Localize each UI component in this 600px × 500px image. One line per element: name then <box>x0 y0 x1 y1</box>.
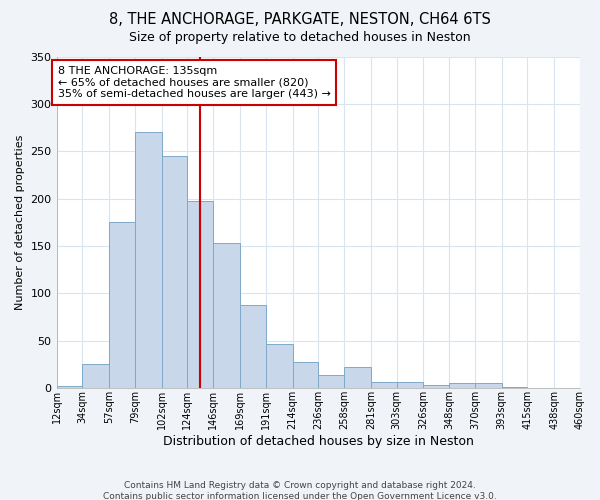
Bar <box>266 344 293 388</box>
Bar <box>344 368 371 388</box>
Text: Contains HM Land Registry data © Crown copyright and database right 2024.: Contains HM Land Registry data © Crown c… <box>124 481 476 490</box>
Text: Size of property relative to detached houses in Neston: Size of property relative to detached ho… <box>129 31 471 44</box>
Bar <box>424 386 449 388</box>
Bar <box>109 222 135 388</box>
Bar <box>293 362 318 388</box>
Y-axis label: Number of detached properties: Number of detached properties <box>15 134 25 310</box>
Bar <box>240 305 266 388</box>
Bar <box>213 243 240 388</box>
Bar <box>371 382 397 388</box>
Text: 8, THE ANCHORAGE, PARKGATE, NESTON, CH64 6TS: 8, THE ANCHORAGE, PARKGATE, NESTON, CH64… <box>109 12 491 28</box>
Bar <box>187 200 213 388</box>
X-axis label: Distribution of detached houses by size in Neston: Distribution of detached houses by size … <box>163 434 474 448</box>
Bar <box>56 386 82 388</box>
Bar <box>135 132 162 388</box>
Bar <box>318 375 344 388</box>
Bar <box>397 382 424 388</box>
Text: Contains public sector information licensed under the Open Government Licence v3: Contains public sector information licen… <box>103 492 497 500</box>
Bar <box>475 384 502 388</box>
Text: 8 THE ANCHORAGE: 135sqm
← 65% of detached houses are smaller (820)
35% of semi-d: 8 THE ANCHORAGE: 135sqm ← 65% of detache… <box>58 66 331 99</box>
Bar <box>502 387 527 388</box>
Bar <box>82 364 109 388</box>
Bar <box>162 156 187 388</box>
Bar <box>449 384 475 388</box>
